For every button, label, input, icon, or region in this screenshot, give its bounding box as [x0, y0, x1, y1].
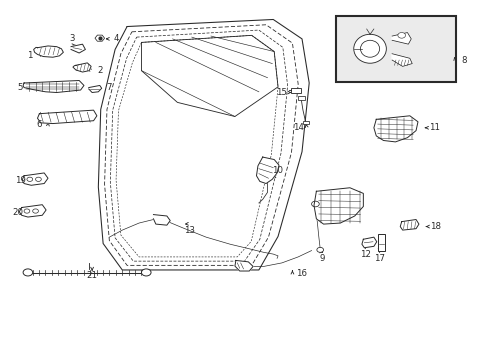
Circle shape — [33, 209, 39, 213]
Text: 17: 17 — [373, 254, 385, 263]
Text: 14: 14 — [292, 123, 303, 132]
Text: 8: 8 — [460, 56, 466, 65]
Circle shape — [24, 209, 30, 213]
Polygon shape — [391, 32, 410, 44]
Polygon shape — [22, 173, 48, 185]
Polygon shape — [34, 46, 63, 57]
Text: 5: 5 — [18, 83, 23, 92]
Polygon shape — [373, 116, 417, 142]
Bar — [298, 96, 304, 100]
Text: 18: 18 — [429, 222, 440, 231]
Ellipse shape — [353, 34, 386, 63]
Text: 21: 21 — [86, 271, 98, 280]
Polygon shape — [361, 237, 376, 248]
Polygon shape — [313, 188, 363, 224]
Polygon shape — [19, 205, 46, 217]
Polygon shape — [73, 63, 91, 72]
Text: 6: 6 — [37, 121, 42, 130]
Bar — [303, 121, 308, 124]
Text: 11: 11 — [428, 123, 439, 132]
Polygon shape — [256, 157, 279, 184]
Circle shape — [397, 32, 405, 38]
Ellipse shape — [360, 40, 379, 57]
Polygon shape — [23, 81, 84, 93]
Polygon shape — [71, 44, 85, 53]
Text: 19: 19 — [15, 176, 25, 185]
Text: 1: 1 — [27, 51, 33, 60]
Text: 9: 9 — [319, 254, 324, 263]
Bar — [290, 88, 301, 93]
Text: 20: 20 — [13, 208, 24, 217]
Text: 12: 12 — [359, 250, 370, 259]
Text: 15: 15 — [276, 88, 287, 97]
Circle shape — [36, 177, 41, 181]
Text: 7: 7 — [106, 83, 112, 92]
Text: 3: 3 — [69, 34, 75, 43]
Circle shape — [141, 269, 151, 276]
Polygon shape — [153, 215, 170, 225]
Circle shape — [311, 201, 319, 207]
Bar — [335, 15, 455, 82]
Polygon shape — [234, 260, 253, 271]
Text: 10: 10 — [271, 166, 282, 175]
Circle shape — [316, 247, 323, 252]
Polygon shape — [38, 110, 97, 123]
Text: 4: 4 — [113, 34, 119, 43]
Text: 13: 13 — [183, 226, 195, 235]
Polygon shape — [399, 220, 418, 230]
Text: 16: 16 — [295, 269, 306, 278]
Polygon shape — [391, 54, 411, 66]
Polygon shape — [89, 85, 102, 93]
Circle shape — [23, 269, 33, 276]
Text: 2: 2 — [97, 66, 102, 75]
Bar — [377, 234, 385, 251]
Circle shape — [27, 177, 33, 181]
